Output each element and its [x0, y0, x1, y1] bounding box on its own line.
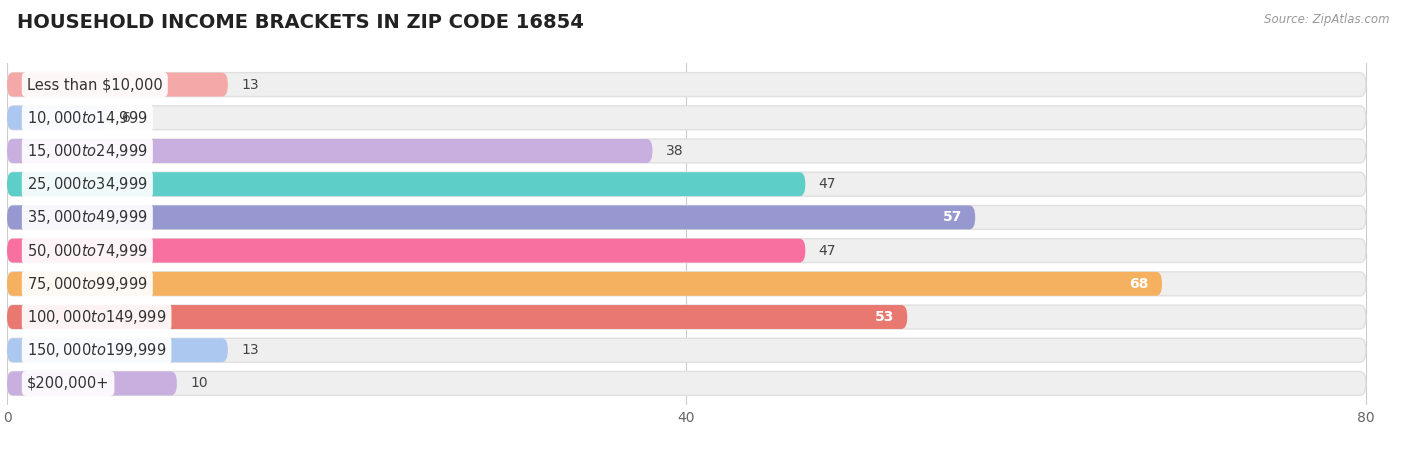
Text: 13: 13: [240, 343, 259, 357]
FancyBboxPatch shape: [7, 206, 976, 230]
Text: $200,000+: $200,000+: [27, 376, 110, 391]
Text: HOUSEHOLD INCOME BRACKETS IN ZIP CODE 16854: HOUSEHOLD INCOME BRACKETS IN ZIP CODE 16…: [17, 14, 583, 32]
FancyBboxPatch shape: [7, 139, 652, 163]
Text: 6: 6: [122, 111, 131, 125]
FancyBboxPatch shape: [7, 272, 1365, 296]
FancyBboxPatch shape: [7, 106, 108, 130]
Text: $35,000 to $49,999: $35,000 to $49,999: [27, 208, 148, 226]
Text: $25,000 to $34,999: $25,000 to $34,999: [27, 175, 148, 193]
Text: 10: 10: [190, 376, 208, 391]
Text: 38: 38: [665, 144, 683, 158]
Text: 47: 47: [818, 177, 837, 191]
FancyBboxPatch shape: [7, 371, 177, 396]
FancyBboxPatch shape: [7, 338, 1365, 362]
FancyBboxPatch shape: [7, 72, 228, 97]
FancyBboxPatch shape: [7, 305, 907, 329]
FancyBboxPatch shape: [7, 238, 1365, 262]
Text: 13: 13: [240, 77, 259, 92]
Text: 57: 57: [942, 211, 962, 225]
Text: $10,000 to $14,999: $10,000 to $14,999: [27, 109, 148, 127]
FancyBboxPatch shape: [7, 371, 1365, 396]
FancyBboxPatch shape: [7, 206, 1365, 230]
Text: 68: 68: [1129, 277, 1149, 291]
FancyBboxPatch shape: [7, 106, 1365, 130]
FancyBboxPatch shape: [7, 72, 1365, 97]
FancyBboxPatch shape: [7, 272, 1161, 296]
Text: Less than $10,000: Less than $10,000: [27, 77, 163, 92]
Text: $75,000 to $99,999: $75,000 to $99,999: [27, 275, 148, 293]
FancyBboxPatch shape: [7, 305, 1365, 329]
FancyBboxPatch shape: [7, 338, 228, 362]
Text: $50,000 to $74,999: $50,000 to $74,999: [27, 242, 148, 260]
FancyBboxPatch shape: [7, 139, 1365, 163]
Text: Source: ZipAtlas.com: Source: ZipAtlas.com: [1264, 14, 1389, 27]
FancyBboxPatch shape: [7, 172, 1365, 196]
Text: $150,000 to $199,999: $150,000 to $199,999: [27, 341, 166, 359]
Text: $100,000 to $149,999: $100,000 to $149,999: [27, 308, 166, 326]
Text: 53: 53: [875, 310, 894, 324]
FancyBboxPatch shape: [7, 238, 806, 262]
FancyBboxPatch shape: [7, 172, 806, 196]
Text: $15,000 to $24,999: $15,000 to $24,999: [27, 142, 148, 160]
Text: 47: 47: [818, 243, 837, 257]
